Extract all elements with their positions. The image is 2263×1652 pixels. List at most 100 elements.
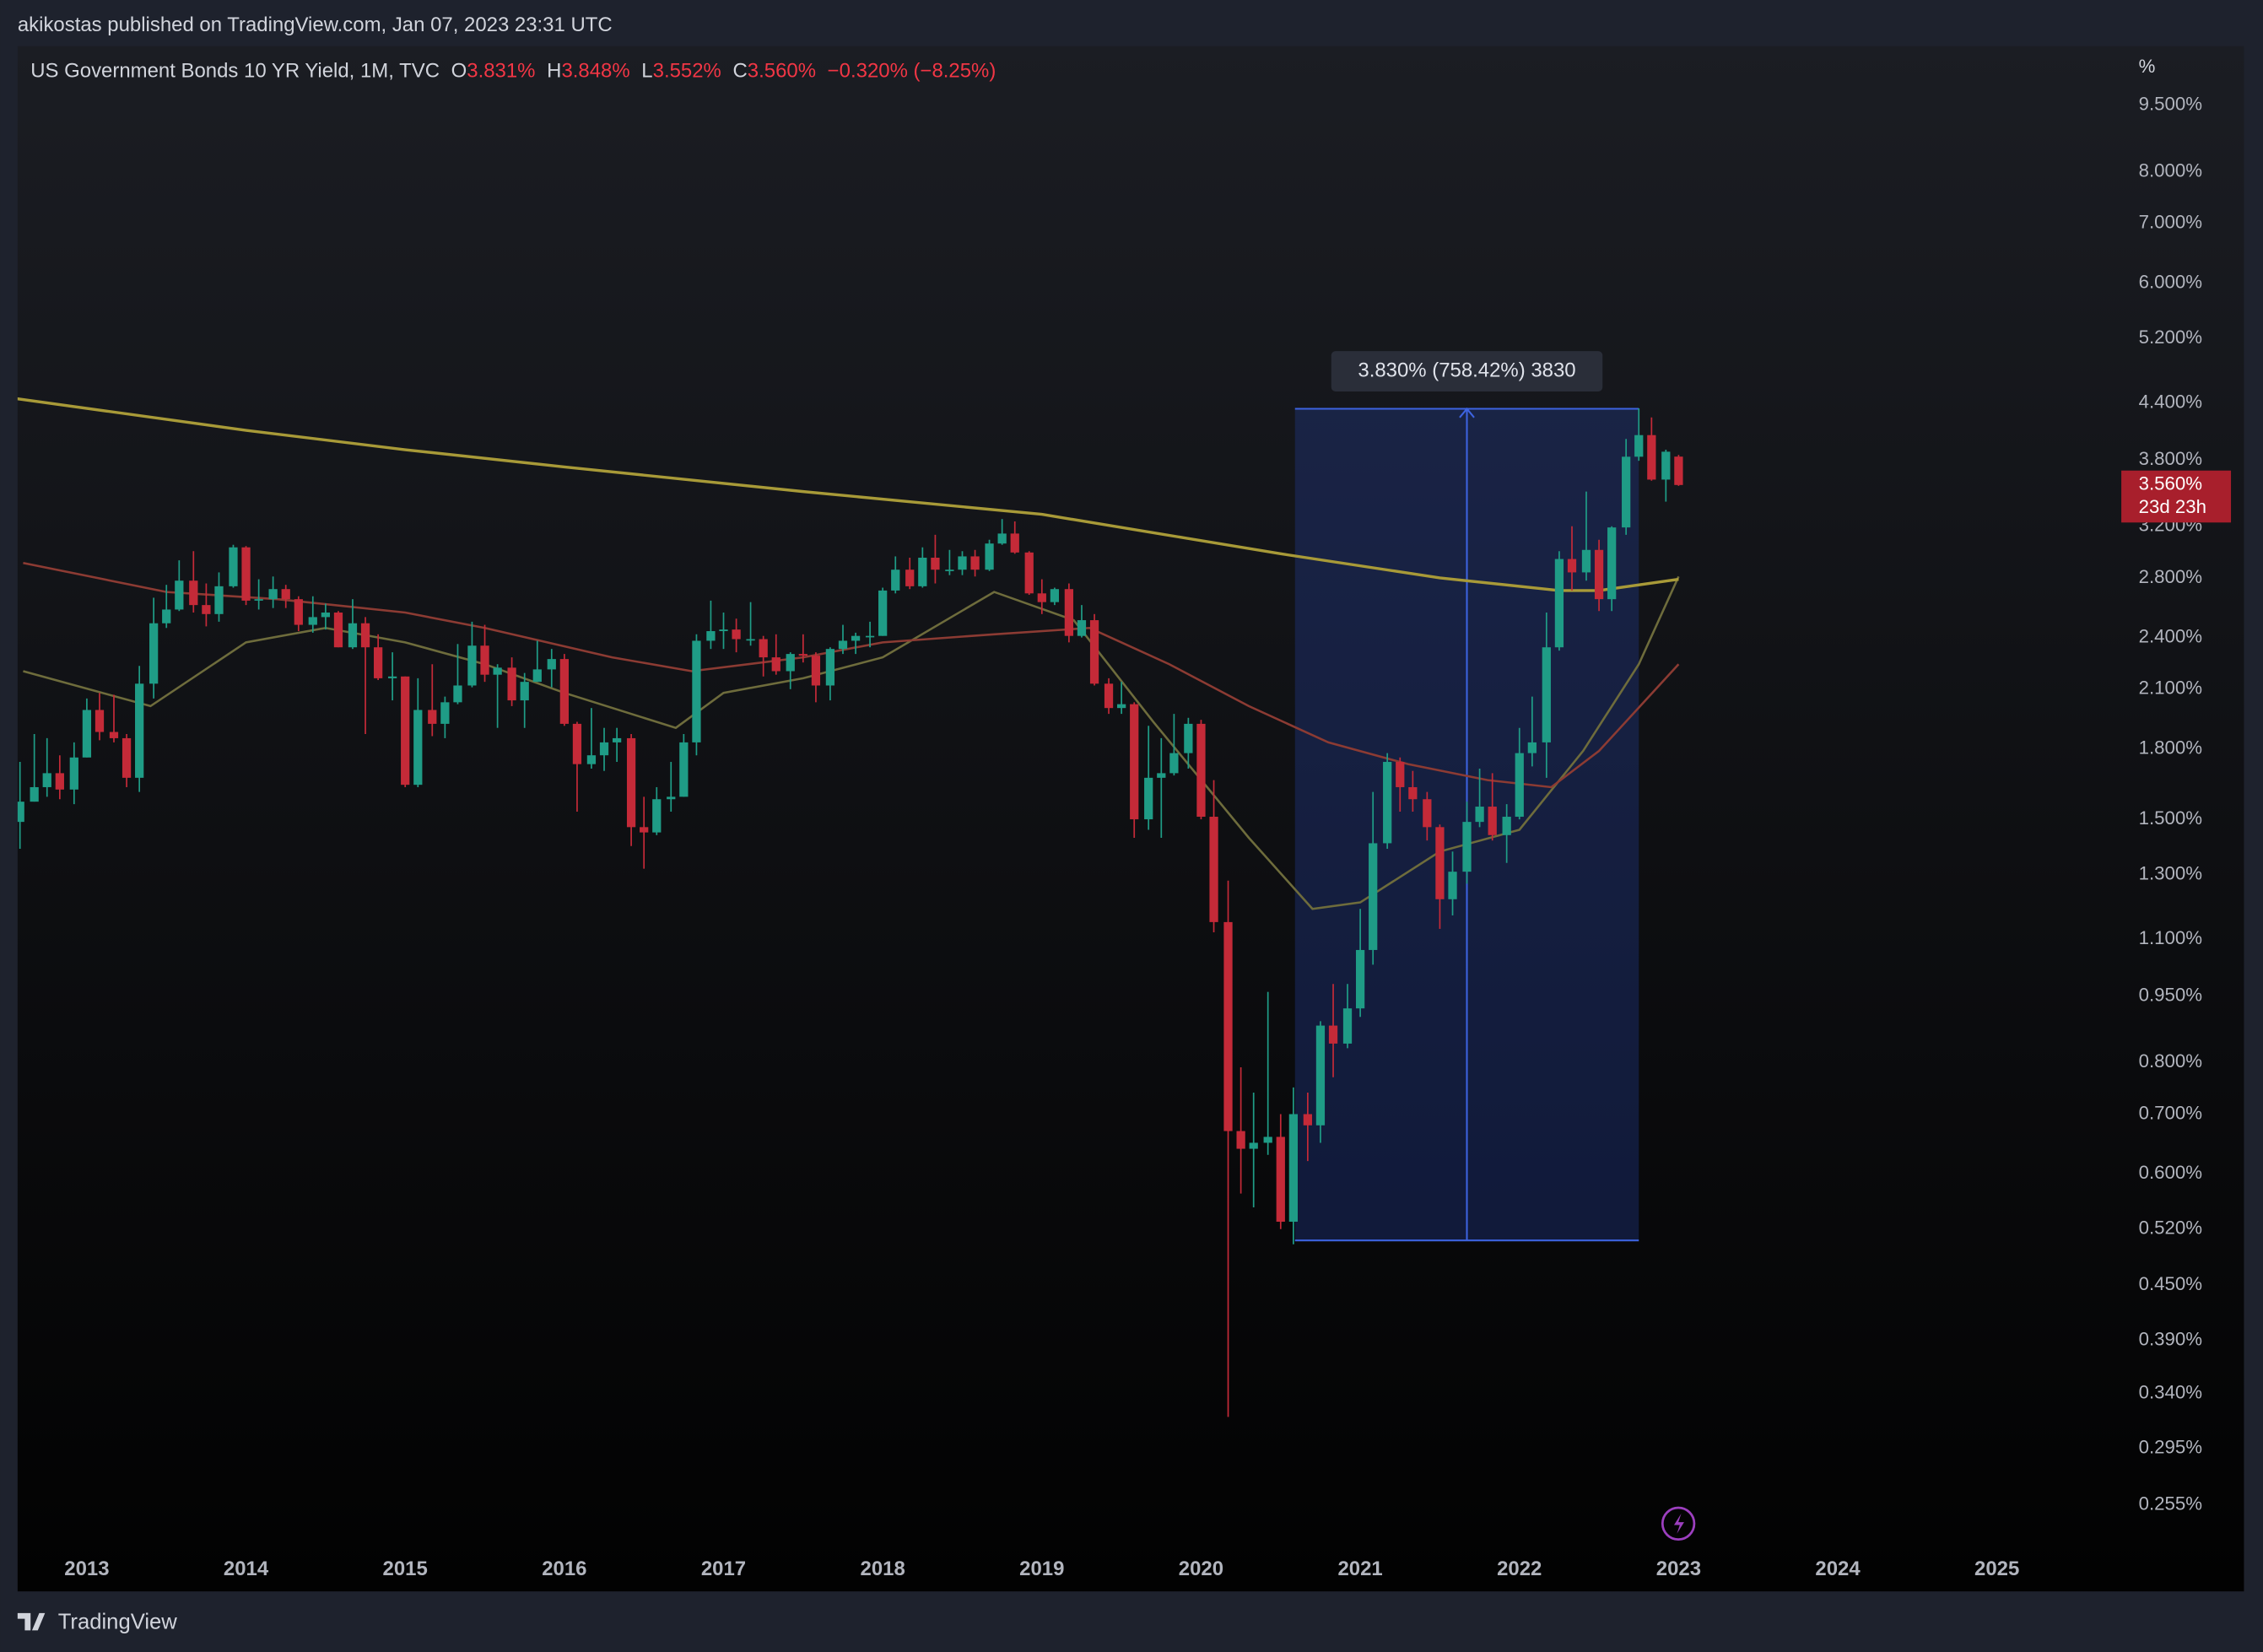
candle-body bbox=[241, 547, 251, 601]
candle-body bbox=[109, 732, 119, 738]
candle-body bbox=[360, 623, 370, 648]
candle-body bbox=[413, 710, 423, 786]
legend-change: −0.320% (−8.25%) bbox=[828, 60, 996, 83]
legend-key: H bbox=[547, 60, 561, 83]
candle-body bbox=[811, 656, 821, 686]
y-tick-label: 7.000% bbox=[2139, 212, 2202, 233]
candle-body bbox=[1408, 786, 1418, 800]
candle-body bbox=[1462, 822, 1472, 872]
candle-body bbox=[1130, 704, 1139, 820]
x-tick-label: 2015 bbox=[383, 1558, 428, 1580]
x-tick-label: 2021 bbox=[1337, 1558, 1382, 1580]
candle-body bbox=[1169, 753, 1179, 774]
candle-body bbox=[652, 799, 662, 833]
x-tick-label: 2018 bbox=[861, 1558, 905, 1580]
countdown: 23d 23h bbox=[2139, 496, 2206, 517]
candle-body bbox=[507, 667, 516, 701]
axis-unit: % bbox=[2139, 56, 2156, 77]
candle-body bbox=[931, 557, 940, 570]
y-tick-label: 0.450% bbox=[2139, 1273, 2202, 1294]
candle-body bbox=[1303, 1114, 1312, 1126]
y-tick-label: 0.800% bbox=[2139, 1050, 2202, 1072]
candle-body bbox=[175, 580, 184, 610]
y-tick-label: 0.600% bbox=[2139, 1162, 2202, 1183]
candle-body bbox=[1328, 1025, 1338, 1044]
candle-body bbox=[17, 802, 24, 823]
x-tick-label: 2016 bbox=[542, 1558, 586, 1580]
candle-body bbox=[202, 605, 211, 614]
candle-body bbox=[1567, 559, 1577, 573]
candle-body bbox=[321, 613, 331, 618]
y-tick-label: 0.390% bbox=[2139, 1329, 2202, 1350]
y-tick-label: 2.400% bbox=[2139, 625, 2202, 646]
candle-body bbox=[1249, 1142, 1258, 1149]
candle-body bbox=[1355, 949, 1365, 1009]
legend-value: 3.552% bbox=[653, 60, 721, 83]
candle-body bbox=[1288, 1114, 1299, 1223]
candle-body bbox=[1502, 817, 1511, 835]
candle-body bbox=[865, 635, 875, 638]
candle-body bbox=[1369, 843, 1378, 950]
candle-body bbox=[69, 757, 78, 790]
candle-body bbox=[1024, 552, 1034, 594]
candle-body bbox=[1157, 773, 1166, 778]
candle-body bbox=[1383, 762, 1392, 844]
candle-body bbox=[1448, 872, 1457, 899]
candle-body bbox=[851, 635, 861, 641]
legend-key: L bbox=[641, 60, 652, 83]
candle-body bbox=[1037, 593, 1046, 602]
y-tick-label: 0.520% bbox=[2139, 1217, 2202, 1239]
y-tick-label: 6.000% bbox=[2139, 271, 2202, 292]
candle-body bbox=[254, 599, 263, 601]
footer-logo bbox=[17, 1612, 46, 1631]
candle-body bbox=[1050, 589, 1060, 602]
price-label-bg bbox=[2121, 470, 2232, 523]
candle-body bbox=[149, 623, 159, 684]
candle-body bbox=[1236, 1131, 1245, 1149]
x-tick-label: 2017 bbox=[701, 1558, 746, 1580]
candle-body bbox=[374, 647, 383, 678]
x-tick-label: 2022 bbox=[1497, 1558, 1542, 1580]
candle-body bbox=[1542, 647, 1551, 742]
y-tick-label: 0.340% bbox=[2139, 1381, 2202, 1402]
candle-body bbox=[1263, 1136, 1272, 1143]
candle-body bbox=[771, 657, 780, 672]
candle-body bbox=[1435, 827, 1445, 899]
y-tick-label: 0.700% bbox=[2139, 1102, 2202, 1123]
x-tick-label: 2023 bbox=[1656, 1558, 1701, 1580]
y-tick-label: 1.500% bbox=[2139, 807, 2202, 829]
candle-body bbox=[985, 543, 994, 570]
y-tick-label: 9.500% bbox=[2139, 94, 2202, 115]
candle-body bbox=[95, 710, 105, 732]
candle-body bbox=[1647, 435, 1656, 480]
candle-body bbox=[1209, 817, 1218, 922]
legend: US Government Bonds 10 YR Yield, 1M, TVC… bbox=[30, 60, 996, 83]
candle-body bbox=[746, 639, 755, 641]
candle-body bbox=[1634, 435, 1644, 457]
candle-body bbox=[1196, 723, 1206, 818]
candle-body bbox=[428, 710, 437, 724]
candle-body bbox=[1010, 533, 1019, 553]
measure-label: 3.830% (758.42%) 3830 bbox=[1358, 359, 1575, 381]
price-label: 3.560% bbox=[2139, 473, 2202, 494]
candle-body bbox=[891, 570, 900, 591]
candle-body bbox=[1674, 456, 1683, 485]
candle-body bbox=[1554, 559, 1564, 648]
y-tick-label: 5.200% bbox=[2139, 327, 2202, 348]
y-tick-label: 4.400% bbox=[2139, 391, 2202, 413]
candle-body bbox=[1515, 753, 1524, 818]
plot bbox=[17, 397, 1683, 1417]
y-tick-label: 1.800% bbox=[2139, 737, 2202, 758]
y-tick-label: 2.100% bbox=[2139, 678, 2202, 699]
measure-arrowhead bbox=[1459, 407, 1475, 418]
candle-body bbox=[1223, 921, 1233, 1131]
candle-body bbox=[640, 827, 649, 833]
candle-body bbox=[493, 667, 502, 675]
candle-body bbox=[1104, 683, 1114, 709]
candle-body bbox=[798, 654, 807, 656]
candle-body bbox=[945, 570, 954, 571]
candle-body bbox=[559, 659, 569, 724]
candle-body bbox=[1144, 777, 1153, 820]
candle-body bbox=[1342, 1008, 1353, 1044]
